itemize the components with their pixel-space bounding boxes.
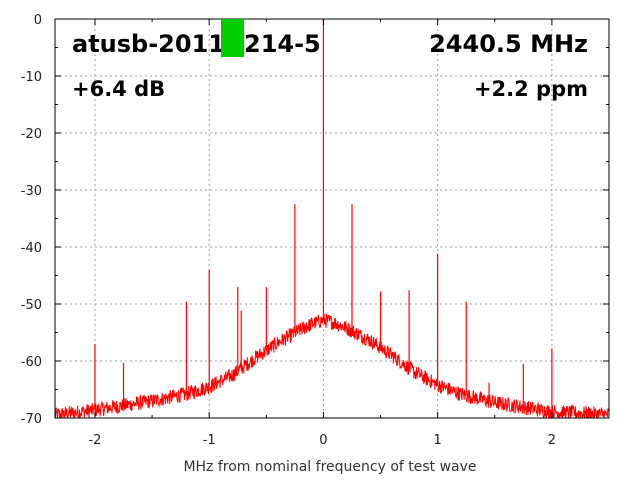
- device-label-suffix: 214-5: [244, 30, 321, 58]
- y-tick-label: -50: [21, 298, 42, 313]
- x-tick-label: -1: [203, 433, 216, 448]
- spectrum-trace: [54, 19, 610, 420]
- y-tick-label: -20: [21, 127, 42, 142]
- x-tick-label: 2: [548, 433, 556, 448]
- y-tick-label: -40: [21, 241, 42, 256]
- y-tick-label: 0: [34, 13, 42, 28]
- y-tick-label: -60: [21, 355, 42, 370]
- ppm-label: +2.2 ppm: [474, 77, 588, 101]
- x-axis: -2 -1 0 1 2: [88, 19, 610, 448]
- x-tick-label: 1: [434, 433, 442, 448]
- y-tick-label: -10: [21, 70, 42, 85]
- x-axis-label: MHz from nominal frequency of test wave: [183, 459, 476, 475]
- gain-label: +6.4 dB: [72, 77, 165, 101]
- noise-floor-trace: [54, 313, 610, 420]
- device-label: atusb-2011: [72, 30, 225, 58]
- x-tick-label: 0: [319, 433, 327, 448]
- frequency-label: 2440.5 MHz: [429, 30, 588, 58]
- y-tick-label: -70: [21, 412, 42, 427]
- y-tick-label: -30: [21, 184, 42, 199]
- device-label-marker: [221, 19, 244, 57]
- x-tick-label: -2: [88, 433, 101, 448]
- y-axis: 0 -10 -20 -30 -40 -50 -60 -70: [21, 13, 609, 427]
